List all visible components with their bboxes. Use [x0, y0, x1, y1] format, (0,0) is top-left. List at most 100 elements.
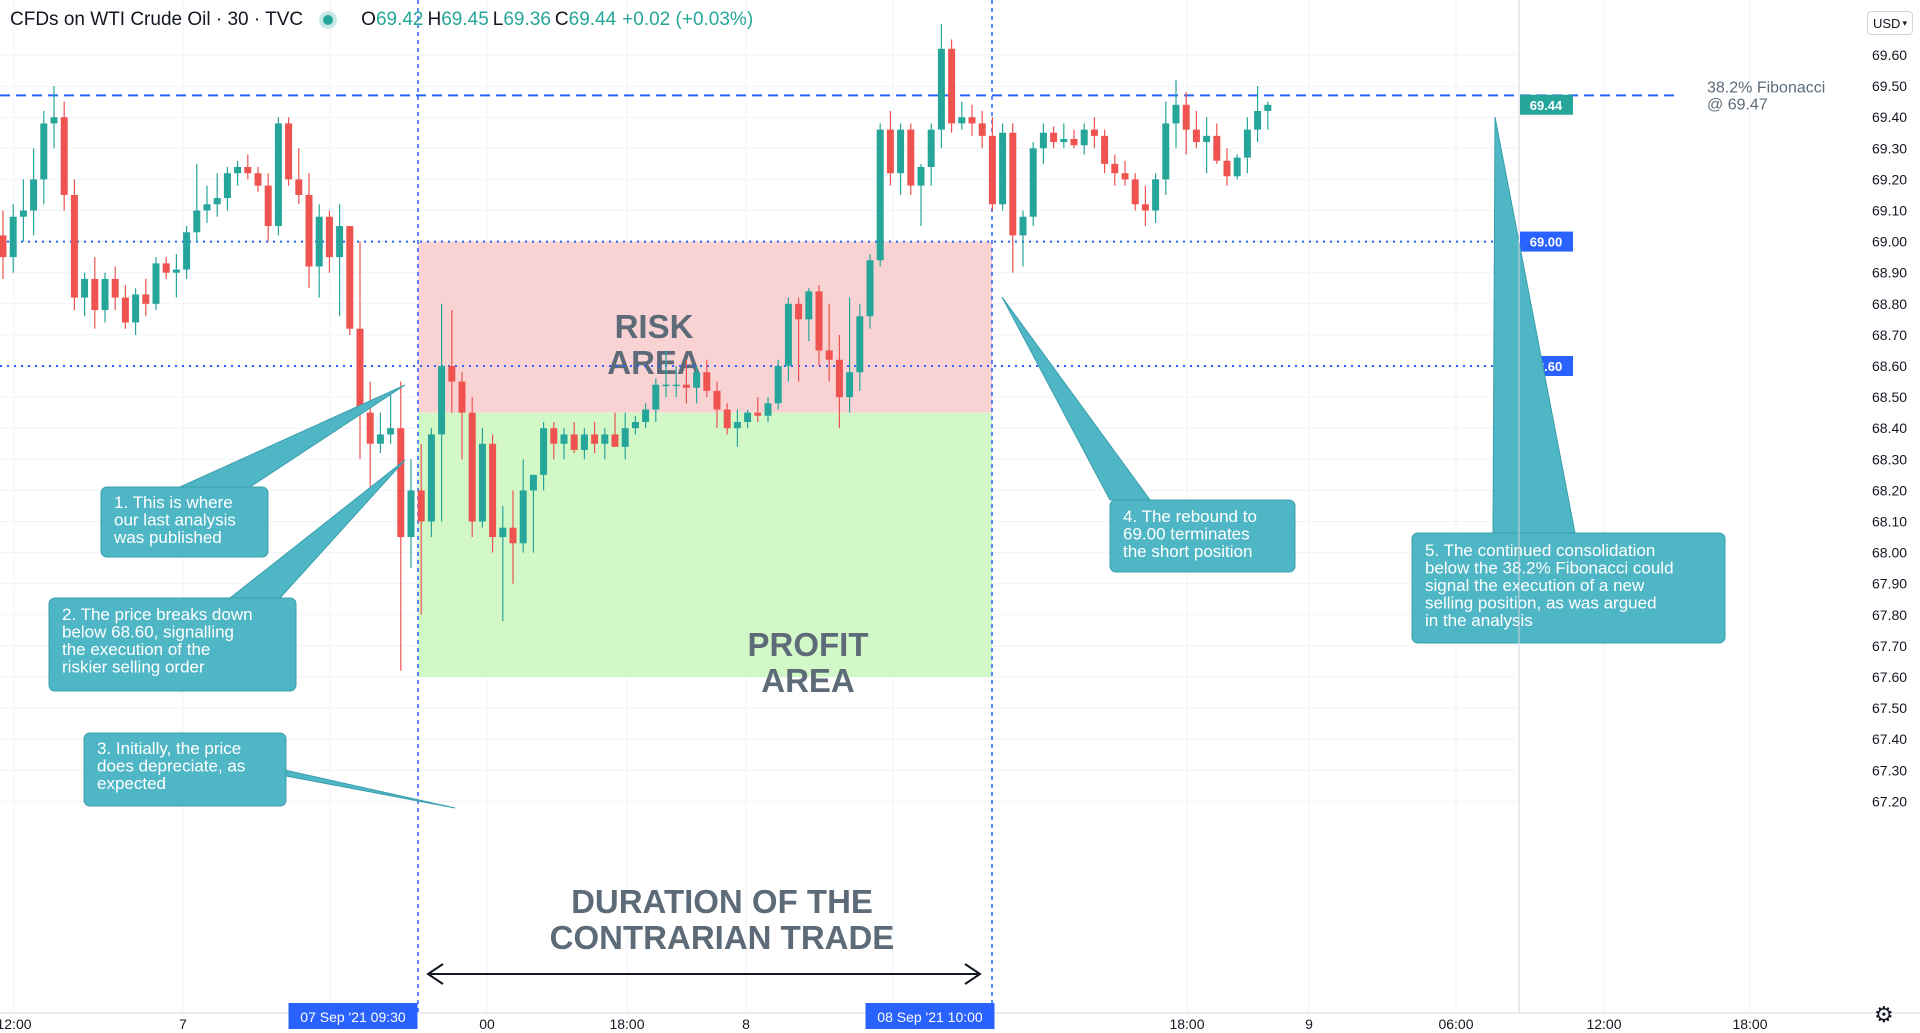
candle-body [815, 291, 823, 351]
candle-body [733, 421, 741, 429]
profit-area-label: PROFIT AREA [748, 626, 869, 699]
candle-body [1039, 132, 1047, 149]
candle-body [529, 474, 537, 491]
candle-body [162, 263, 170, 273]
price-tick-label: 68.30 [1872, 451, 1907, 467]
candle-body [1050, 132, 1058, 143]
time-tick-label: 12:00 [1586, 1016, 1621, 1032]
candle-body [897, 129, 905, 174]
price-tick-label: 68.70 [1872, 327, 1907, 343]
currency-dropdown[interactable]: USD ▾ [1867, 11, 1913, 35]
market-status-icon [323, 15, 334, 25]
price-tick-label: 68.50 [1872, 389, 1907, 405]
candle-body [631, 421, 639, 429]
candle-body [458, 381, 466, 413]
callout-box [100, 486, 269, 558]
callout-box [83, 732, 287, 807]
candle-body [407, 490, 415, 538]
candle-body [438, 366, 446, 435]
candle-body [0, 235, 7, 258]
callout-text: 3. Initially, the price does depreciate, … [97, 739, 245, 793]
price-tick-label: 69.00 [1872, 234, 1907, 250]
candle-body [1090, 129, 1098, 136]
candle-body [346, 226, 354, 329]
candle-body [254, 173, 262, 186]
candle-body [274, 123, 282, 227]
candle-body [958, 117, 966, 124]
open-value: 69.42 [375, 9, 424, 30]
open-label: O [361, 9, 376, 30]
candle-body [203, 204, 211, 211]
price-tick-label: 68.20 [1872, 482, 1907, 498]
change-value: +0.02 (+0.03%) [622, 9, 754, 30]
candle-body [774, 366, 782, 404]
candle-body [489, 443, 497, 538]
candle-body [866, 260, 874, 317]
candle-body [723, 409, 731, 429]
candle-body [132, 294, 140, 323]
candle-body [427, 434, 435, 522]
price-tick-label: 69.30 [1872, 140, 1907, 156]
candle-body [305, 194, 313, 267]
currency-label: USD [1873, 15, 1901, 31]
candle-body [570, 434, 578, 450]
candle-body [1213, 135, 1221, 161]
candle-body [682, 384, 690, 388]
price-tick-label: 69.40 [1872, 109, 1907, 125]
candle-body [285, 123, 293, 180]
price-axis[interactable]: 69.60 69.50 69.40 69.30 69.20 69.10 69.00 68.90… [1518, 0, 1907, 1013]
candle-body [19, 210, 27, 217]
candle-body [172, 269, 180, 273]
candle-body [1243, 129, 1251, 158]
candle-body [978, 123, 986, 136]
close-label: C [554, 9, 569, 30]
high-value: 69.45 [441, 9, 489, 30]
candle-body [907, 129, 915, 186]
low-label: L [492, 9, 504, 30]
price-tick-label: 67.20 [1872, 793, 1907, 809]
candle-body [1111, 163, 1119, 174]
candle-body [213, 198, 221, 205]
candle-body [1264, 104, 1272, 111]
candle-body [672, 384, 680, 387]
candle-body [1152, 179, 1160, 211]
time-axis[interactable]: 12:00706:000018:00806:0018:00906:0012:00… [0, 1003, 1920, 1032]
candle-body [40, 123, 48, 180]
candle-body [356, 328, 364, 413]
candle-body [1060, 138, 1068, 143]
price-tick-label: 67.80 [1872, 607, 1907, 623]
candle-body [744, 412, 752, 422]
candle-body [9, 216, 17, 258]
candle-body [509, 527, 517, 544]
candle-body [591, 434, 599, 444]
candle-body [1070, 138, 1078, 146]
candle-body [560, 434, 568, 444]
candle-body [825, 350, 833, 360]
candle-body [387, 428, 395, 435]
close-value: 69.44 [568, 9, 617, 30]
current-price-badge [1520, 94, 1573, 115]
candle-body [244, 166, 252, 174]
candle-body [397, 428, 405, 538]
candle-body [662, 384, 670, 387]
candle-body [988, 135, 996, 205]
candle-body [652, 384, 660, 410]
price-tick-label: 67.50 [1872, 700, 1907, 716]
time-tick-label: 18:00 [1169, 1016, 1204, 1032]
candle-body [336, 226, 344, 258]
gear-icon[interactable]: ⚙ [1874, 1002, 1894, 1027]
candle-body [876, 129, 884, 261]
callout-pointer [1492, 116, 1576, 534]
symbol-title[interactable]: CFDs on WTI Crude Oil · 30 · TVC [10, 9, 304, 30]
time-tick-label: 00 [479, 1016, 495, 1032]
price-tick-label: 69.20 [1872, 171, 1907, 187]
candle-body [366, 412, 374, 444]
low-value: 69.36 [503, 9, 551, 30]
price-tick-label: 68.10 [1872, 514, 1907, 530]
callout-text: 4. The rebound to 69.00 terminates the sho… [1123, 507, 1257, 561]
price-tick-label: 67.30 [1872, 762, 1907, 778]
annotation-callouts: 1. This is where our last analysis was pub… [48, 116, 1726, 809]
time-tick-label: 06:00 [1438, 1016, 1473, 1032]
candle-body [805, 291, 813, 320]
